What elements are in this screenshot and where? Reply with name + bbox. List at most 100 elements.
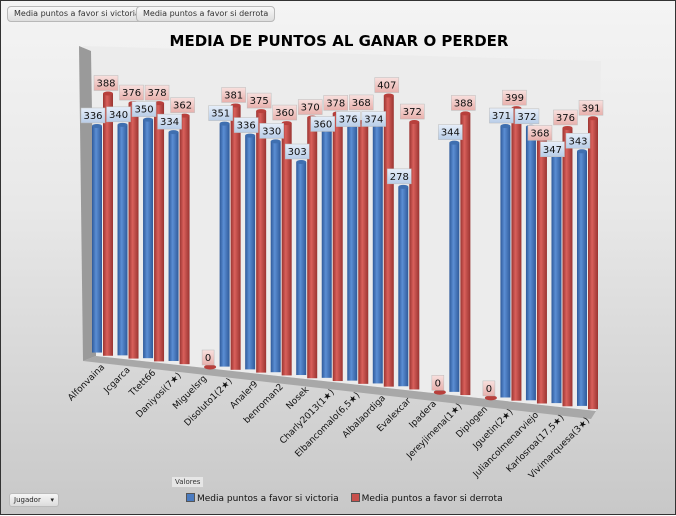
data-label-victoria: 371 <box>489 107 514 124</box>
bar-top-derrota <box>484 395 497 401</box>
bar-top-derrota <box>154 101 165 106</box>
data-label-box <box>451 95 476 111</box>
data-label-box <box>246 92 272 109</box>
bar-top-derrota <box>383 93 394 98</box>
data-label-victoria: 344 <box>438 124 463 140</box>
data-label-box <box>233 117 259 133</box>
bar-top-victoria <box>296 160 307 165</box>
bar-victoria <box>143 119 154 359</box>
bar-derrota <box>332 113 343 382</box>
data-label-text: 347 <box>543 145 562 156</box>
data-label-box <box>336 111 361 127</box>
data-label-box <box>201 349 215 366</box>
data-label-text: 381 <box>224 90 243 101</box>
data-label-text: 370 <box>301 103 320 114</box>
data-label-text: 388 <box>96 78 115 89</box>
data-label-text: 334 <box>160 117 179 128</box>
data-label-derrota: 370 <box>297 99 323 115</box>
data-label-victoria: 350 <box>131 101 157 117</box>
chart-title: MEDIA DE PUNTOS AL GANAR O PERDER <box>169 32 509 50</box>
data-label-box <box>514 108 540 125</box>
data-label-text: 360 <box>275 108 294 119</box>
field-button-derrota[interactable]: Media puntos a favor si derrota <box>136 6 276 22</box>
bar-top-victoria <box>398 184 409 189</box>
bar-top-victoria <box>117 122 128 127</box>
data-label-text: 330 <box>262 126 281 137</box>
bar-victoria <box>219 123 230 367</box>
data-label-text: 368 <box>530 128 549 139</box>
data-label-derrota: 368 <box>527 125 553 141</box>
bar-victoria <box>296 162 307 376</box>
data-label-text: 278 <box>390 172 409 183</box>
data-label-victoria: 360 <box>310 116 335 132</box>
data-label-box <box>272 104 297 121</box>
legend: Media puntos a favor si victoria Media p… <box>186 493 503 504</box>
data-label-victoria: 334 <box>157 113 182 130</box>
data-label-box <box>565 133 591 149</box>
bar-derrota <box>103 93 113 356</box>
data-label-box <box>157 113 182 130</box>
data-label-text: 376 <box>556 113 575 124</box>
bar-top-victoria <box>245 133 256 138</box>
data-label-box <box>349 94 374 111</box>
data-label-box <box>387 168 412 185</box>
data-label-box <box>119 84 144 101</box>
data-label-box <box>310 116 335 132</box>
bar-derrota <box>154 103 165 362</box>
x-tick-label: Nosek <box>285 385 312 412</box>
data-label-text: 336 <box>83 111 102 122</box>
bar-victoria <box>525 126 536 401</box>
data-label-box <box>361 111 387 127</box>
bar-derrota <box>230 105 241 370</box>
bar-top-victoria <box>500 124 511 129</box>
data-label-text: 371 <box>492 111 511 122</box>
bar-top-derrota <box>460 111 471 116</box>
bar-derrota <box>383 95 394 387</box>
bar-derrota <box>128 103 139 359</box>
bar-top-derrota <box>103 91 113 96</box>
bar-victoria <box>372 116 383 384</box>
data-label-box <box>297 99 323 115</box>
data-label-box <box>259 123 284 139</box>
jugador-filter[interactable]: Jugador ▾ <box>9 493 59 507</box>
data-label-derrota: 375 <box>246 92 272 109</box>
data-label-text: 374 <box>364 115 383 126</box>
valores-field-button[interactable]: Valores <box>171 476 205 488</box>
data-label-box <box>540 141 565 158</box>
bar-victoria <box>347 113 358 381</box>
legend-item-victoria: Media puntos a favor si victoria <box>186 493 339 504</box>
bar-top-derrota <box>179 113 190 118</box>
bar-top-victoria <box>168 130 179 135</box>
data-label-text: 378 <box>148 88 167 99</box>
data-label-derrota: 378 <box>323 95 348 111</box>
legend-label: Media puntos a favor si derrota <box>361 494 503 504</box>
data-label-text: 372 <box>403 107 422 118</box>
data-label-derrota: 378 <box>144 84 170 101</box>
legend-swatch-icon <box>186 493 195 502</box>
data-label-box <box>553 109 578 126</box>
data-label-victoria: 303 <box>284 143 310 160</box>
data-label-derrota: 0 <box>201 349 215 366</box>
bar-top-derrota <box>433 389 446 395</box>
data-label-derrota: 362 <box>170 97 195 113</box>
data-label-victoria: 376 <box>336 111 361 127</box>
bar-victoria <box>245 135 256 370</box>
bar-derrota <box>281 123 292 376</box>
data-label-box <box>438 124 463 140</box>
data-label-box <box>578 100 604 116</box>
data-label-box <box>80 107 106 124</box>
data-label-victoria: 347 <box>540 141 565 158</box>
bar-top-derrota <box>562 125 573 130</box>
data-label-box <box>502 89 527 106</box>
data-label-text: 376 <box>339 115 358 126</box>
legend-label: Media puntos a favor si victoria <box>197 494 339 504</box>
jugador-label: Jugador <box>14 496 41 504</box>
bar-top-victoria <box>270 139 281 144</box>
bar-top-victoria <box>577 149 587 154</box>
data-label-text: 376 <box>122 88 141 99</box>
data-label-victoria: 374 <box>361 111 387 127</box>
data-label-box <box>284 143 310 160</box>
bar-victoria <box>321 123 332 378</box>
data-label-box <box>489 107 514 124</box>
